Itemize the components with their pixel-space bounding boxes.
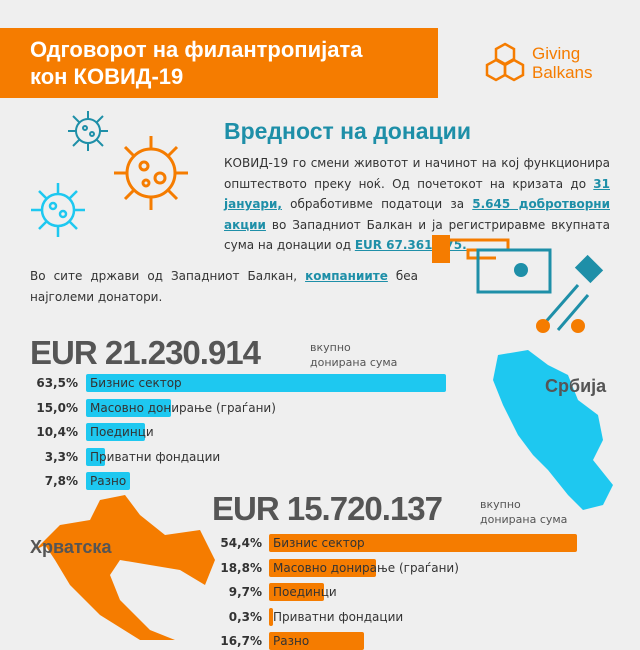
- bar-value-label: 7,8%: [44, 474, 78, 488]
- virus-icon-small: [68, 111, 108, 151]
- donation-hands-icon: [432, 235, 604, 333]
- title-line-2: кон КОВИД-19: [30, 64, 184, 89]
- virus-icon-large: [114, 136, 188, 210]
- bar: [86, 374, 447, 392]
- intro-text-3: во Западниот Балкан и ја регистриравме в…: [224, 217, 610, 253]
- bar: [269, 558, 376, 577]
- bar-category-label: Разно: [273, 634, 310, 648]
- bar-value-label: 3,3%: [44, 449, 78, 464]
- total-label-1: вкупно: [310, 341, 351, 354]
- bar-category-label: Бизнис сектор: [90, 376, 182, 390]
- intro-text-2: обработивме податоци за: [281, 197, 473, 211]
- total-amount: EUR 21.230.914: [30, 334, 261, 371]
- bar-category-label: Бизнис сектор: [273, 536, 365, 550]
- companies-highlight[interactable]: компаниите: [305, 269, 388, 283]
- bar-value-label: 9,7%: [228, 585, 262, 599]
- logo-text-1: Giving: [532, 44, 581, 63]
- bar: [269, 583, 324, 601]
- serbia-map: [493, 350, 613, 510]
- bar-value-label: 18,8%: [220, 560, 262, 575]
- croatia-map: [35, 495, 215, 640]
- bar: [86, 423, 145, 441]
- logo-text-2: Balkans: [532, 63, 593, 82]
- total-label: вкупно донирана сума: [310, 340, 397, 370]
- total-label-1: вкупно: [480, 498, 521, 511]
- section-title: Вредност на донации: [224, 118, 471, 144]
- lead-text-2: беа најголеми донатори.: [30, 269, 419, 304]
- total-label: вкупно донирана сума: [480, 497, 567, 527]
- bar-value-label: 54,4%: [220, 536, 262, 550]
- date-highlight[interactable]: 31 јануари,: [224, 176, 610, 212]
- bar-category-label: Приватни фондации: [273, 609, 404, 624]
- bar-category-label: Поединци: [90, 425, 154, 439]
- title-line-1: Одговорот на филантропијата: [30, 37, 363, 62]
- total-label-2: донирана сума: [310, 356, 398, 369]
- bar: [269, 534, 578, 552]
- lead-text-1: Во сите држави од Западниот Балкан,: [30, 269, 306, 283]
- bar-value-label: 16,7%: [220, 634, 262, 648]
- bar: [86, 398, 172, 417]
- virus-icon-medium: [31, 183, 85, 237]
- bar: [269, 607, 273, 626]
- bar: [86, 447, 105, 466]
- bar-value-label: 0,3%: [228, 609, 262, 624]
- intro-text-1: КОВИД-19 го смени животот и начинот на к…: [224, 156, 610, 191]
- bar-category-label: Масовно донирање (граѓани): [273, 560, 459, 575]
- bar-category-label: Масовно донирање (граѓани): [90, 400, 276, 415]
- bar: [86, 472, 131, 490]
- header-banner: Одговорот на филантропијата кон КОВИД-19: [0, 28, 438, 98]
- country-label-croatia: Хрватска: [30, 537, 112, 557]
- actions-highlight[interactable]: 5.645 добротворни акции: [224, 197, 610, 232]
- bar-category-label: Поединци: [273, 585, 337, 599]
- bar-value-label: 15,0%: [36, 400, 78, 415]
- bar-category-label: Разно: [90, 474, 127, 488]
- country-label-serbia: Србија: [545, 376, 607, 396]
- giving-balkans-logo: Giving Balkans: [484, 42, 592, 84]
- bar-category-label: Приватни фондации: [90, 449, 221, 464]
- logo-hexagons-icon: [485, 42, 525, 82]
- total-amount: EUR 15.720.137: [212, 490, 443, 527]
- bar-value-label: 10,4%: [36, 425, 78, 439]
- intro-paragraph: КОВИД-19 го смени животот и начинот на к…: [224, 153, 610, 256]
- total-label-2: донирана сума: [480, 513, 568, 526]
- lead-paragraph: Во сите држави од Западниот Балкан, комп…: [30, 266, 418, 307]
- bar-value-label: 63,5%: [36, 376, 78, 390]
